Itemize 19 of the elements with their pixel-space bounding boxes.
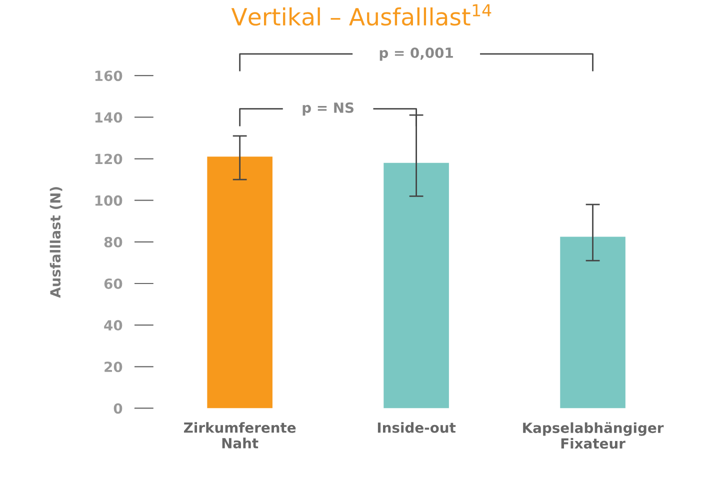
x-tick-label: Kapselabhängiger Fixateur (523, 422, 664, 449)
y-tick-label: 120 (95, 154, 122, 164)
y-tick-label: 20 (104, 362, 122, 372)
bar (384, 162, 449, 408)
text: p = 0,001 (380, 48, 453, 61)
x-tick-label: Inside-out (378, 422, 456, 433)
y-tick-label: 80 (104, 236, 122, 248)
y-tick-label: 0 (114, 403, 122, 414)
bar (207, 156, 272, 408)
y-axis-title: Ausfalllast (N) (50, 187, 62, 298)
y-tick-label: 60 (104, 278, 122, 289)
y-tick-label: 40 (104, 320, 122, 331)
y-tick-label: 100 (95, 195, 122, 206)
bar (560, 236, 626, 408)
y-tick-label: 160 (95, 70, 122, 82)
chart-title: Vertikal – Ausfalllast$^{14}$ (231, 4, 492, 26)
annotation: p = NS (302, 102, 354, 116)
y-tick-label: 140 (95, 112, 122, 123)
x-tick-label: Zirkumferente Naht (184, 422, 296, 448)
